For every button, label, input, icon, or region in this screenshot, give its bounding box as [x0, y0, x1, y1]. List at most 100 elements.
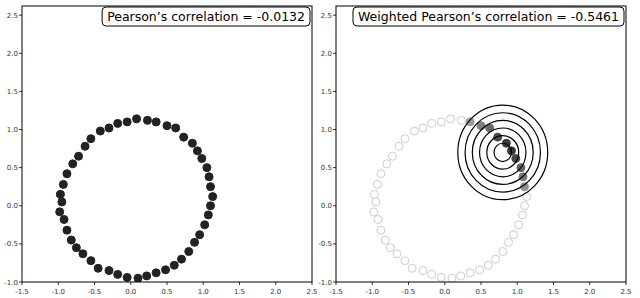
weight-circle — [458, 105, 548, 200]
title: Pearson’s correlation = -0.0132 — [107, 9, 305, 24]
point — [185, 248, 193, 256]
x-tick-label: -1.5 — [329, 288, 343, 296]
point — [372, 198, 380, 206]
point — [205, 173, 213, 181]
y-tick-label: 2.0 — [7, 50, 18, 58]
point — [209, 193, 217, 201]
point — [178, 255, 186, 263]
title: Weighted Pearson’s correlation = -0.5461 — [358, 9, 619, 24]
y-tick-label: 0.5 — [321, 164, 332, 172]
point — [123, 118, 131, 126]
point — [63, 170, 71, 178]
weight-circle — [494, 143, 511, 161]
point — [466, 269, 474, 277]
point — [172, 124, 180, 132]
point — [170, 261, 178, 269]
point — [448, 274, 456, 282]
point — [87, 135, 95, 143]
point — [79, 250, 87, 258]
point — [152, 118, 160, 126]
x-tick-label: 2.5 — [620, 288, 631, 296]
x-tick-label: 2.5 — [306, 288, 317, 296]
point — [201, 221, 209, 229]
point — [499, 248, 507, 256]
point — [56, 208, 64, 216]
title-frame — [353, 7, 624, 26]
point — [75, 152, 83, 160]
y-tick-label: 2.0 — [321, 50, 332, 58]
point — [476, 266, 484, 274]
point — [203, 164, 211, 172]
point — [428, 119, 436, 127]
point — [60, 215, 68, 223]
point — [207, 183, 215, 191]
x-tick-label: 1.5 — [548, 288, 559, 296]
y-tick-label: 1.5 — [321, 88, 332, 96]
panel: -1.5-1.0-0.50.00.51.01.52.02.5-1.0-0.50.… — [318, 6, 631, 296]
y-tick-label: -0.5 — [318, 240, 332, 248]
weight-circle — [480, 128, 526, 177]
point — [381, 236, 389, 244]
point — [143, 272, 151, 280]
point — [370, 190, 378, 198]
x-tick-label: -1.0 — [365, 288, 379, 296]
point — [386, 244, 394, 252]
x-tick-label: -0.5 — [88, 288, 102, 296]
y-tick-label: 1.0 — [7, 126, 18, 134]
point — [152, 269, 160, 277]
y-tick-label: -0.5 — [4, 240, 18, 248]
y-tick-label: 1.0 — [321, 126, 332, 134]
point — [410, 127, 418, 135]
point — [69, 160, 77, 168]
point — [484, 261, 492, 269]
point — [510, 231, 518, 239]
weight-circle — [465, 113, 540, 192]
point — [207, 202, 215, 210]
plot-area — [370, 105, 548, 282]
title-box: Pearson’s correlation = -0.0132 — [102, 7, 310, 26]
point — [143, 116, 151, 124]
point — [114, 270, 122, 278]
y-tick-label: 0.0 — [7, 202, 18, 210]
point — [419, 124, 427, 132]
x-tick-label: 1.5 — [234, 288, 245, 296]
title-box: Weighted Pearson’s correlation = -0.5461 — [353, 7, 624, 26]
point — [389, 152, 397, 160]
point — [492, 255, 500, 263]
point — [383, 160, 391, 168]
point — [163, 122, 171, 130]
x-tick-label: 0.5 — [161, 288, 172, 296]
point — [419, 267, 427, 275]
point — [96, 127, 104, 135]
point — [393, 250, 401, 258]
y-tick-label: -1.0 — [4, 279, 18, 287]
point — [123, 273, 131, 281]
point — [518, 211, 526, 219]
title-frame — [102, 7, 310, 26]
point — [67, 236, 75, 244]
point — [56, 190, 64, 198]
point — [72, 244, 80, 252]
x-tick-label: -0.5 — [402, 288, 416, 296]
y-tick-label: 2.5 — [7, 12, 18, 20]
point — [437, 118, 445, 126]
point — [457, 116, 465, 124]
point — [59, 180, 67, 188]
point — [373, 180, 381, 188]
point — [58, 198, 66, 206]
y-tick-label: 1.5 — [7, 88, 18, 96]
point — [374, 215, 382, 223]
x-tick-label: 2.0 — [270, 288, 281, 296]
point — [505, 238, 513, 246]
point — [198, 154, 206, 162]
x-tick-label: 1.0 — [512, 288, 523, 296]
y-tick-label: 2.5 — [321, 12, 332, 20]
point — [437, 273, 445, 281]
point — [521, 202, 529, 210]
x-tick-label: 0.0 — [125, 288, 136, 296]
point — [401, 257, 409, 265]
panel: -1.5-1.0-0.50.00.51.01.52.02.5-1.0-0.50.… — [4, 6, 317, 296]
point — [428, 270, 436, 278]
plot-area — [56, 115, 217, 282]
point — [133, 115, 141, 123]
